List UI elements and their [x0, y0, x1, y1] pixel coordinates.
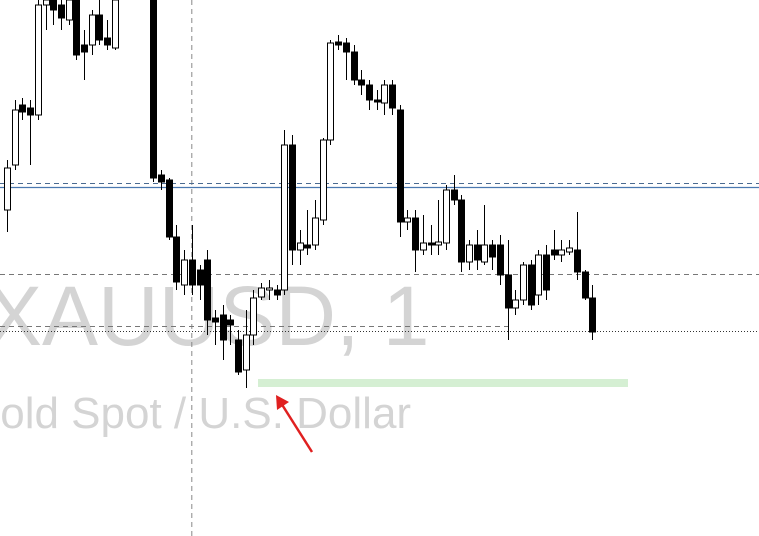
candle-body [566, 247, 573, 253]
candle-body [327, 42, 334, 141]
candle-body [189, 259, 196, 286]
candle-body [12, 109, 19, 166]
candle-body [481, 244, 488, 263]
candle-body [89, 14, 96, 46]
candle-body [27, 107, 34, 116]
candle-body [50, 0, 57, 11]
candle-body [66, 0, 73, 21]
candle-body [528, 264, 535, 306]
candle-body [543, 254, 550, 291]
candle-body [343, 42, 350, 53]
candle-body [374, 99, 381, 103]
candle-body [166, 179, 173, 238]
candle-body [150, 0, 157, 179]
candle-body [404, 217, 411, 223]
candle-body [181, 259, 188, 286]
candle-body [96, 14, 103, 41]
candle-body [227, 319, 234, 326]
candle-body [582, 271, 589, 299]
support-zone [258, 379, 628, 387]
description-watermark: Gold Spot / U.S. Dollar [0, 389, 411, 438]
candle-body [512, 299, 519, 309]
candle-body [250, 297, 257, 336]
arrow-head [276, 395, 289, 410]
candle-body [220, 314, 227, 341]
candle-body [297, 242, 304, 251]
candle-body [589, 297, 596, 333]
candle-body [35, 4, 42, 116]
candle-body [574, 249, 581, 273]
candle-body [173, 236, 180, 283]
candle-body [266, 287, 273, 291]
candle-body [551, 249, 558, 256]
candle-body [420, 242, 427, 251]
candle-body [389, 84, 396, 109]
candle-body [19, 104, 26, 113]
candle-body [112, 0, 119, 49]
candle-body [289, 144, 296, 251]
candle-body [58, 4, 65, 19]
candle-body [197, 269, 204, 286]
candle-body [497, 244, 504, 276]
candle-body [43, 0, 50, 6]
candle-body [535, 254, 542, 296]
annotation-arrow [276, 395, 314, 453]
candle-body [312, 217, 319, 246]
candle-body [443, 189, 450, 244]
candle-body [335, 41, 342, 46]
candle-body [458, 199, 465, 263]
candle-body [281, 144, 288, 291]
candle-body [381, 84, 388, 104]
arrow-shaft [279, 402, 314, 453]
candle-body [258, 287, 265, 298]
candle-body [235, 339, 242, 373]
candle-body [104, 37, 111, 46]
candle-body [474, 244, 481, 261]
symbol-watermark: XAUUSD, 1 [0, 269, 429, 363]
candle-body [204, 259, 211, 321]
candle-body [451, 189, 458, 201]
candle-body [4, 167, 11, 211]
candle-body [274, 289, 281, 296]
candle-body [558, 249, 565, 256]
candle-body [81, 44, 88, 53]
candle-body [428, 242, 435, 246]
candle-body [212, 317, 219, 323]
candle-body [243, 334, 250, 371]
candle-body [320, 139, 327, 221]
candle-body [397, 109, 404, 223]
candle-body [489, 244, 496, 258]
candle-body [466, 244, 473, 263]
candle-body [304, 244, 311, 249]
candle-body [435, 241, 442, 246]
candle-body [366, 84, 373, 101]
candle-body [505, 274, 512, 309]
candle-body [158, 174, 165, 183]
candle-body [351, 51, 358, 81]
candle-body [412, 217, 419, 251]
candle-body [73, 0, 80, 56]
candle-body [358, 79, 365, 86]
candle-body [520, 264, 527, 301]
